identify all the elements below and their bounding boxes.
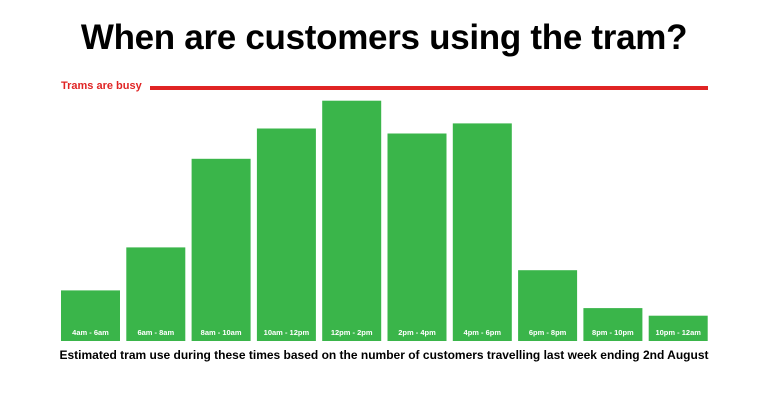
bar-label: 6pm - 8pm — [529, 328, 567, 337]
bar-label: 6am - 8am — [137, 328, 174, 337]
bar-2pm-4pm — [387, 133, 447, 341]
bar-10am-12pm — [256, 128, 316, 341]
bar-label: 10pm - 12am — [655, 328, 701, 337]
bar-label: 8pm - 10pm — [592, 328, 634, 337]
bar-label: 8am - 10am — [201, 328, 242, 337]
bar-8am-10am — [191, 158, 251, 341]
busy-threshold-line — [150, 86, 708, 90]
bar-label: 2pm - 4pm — [398, 328, 436, 337]
bar-label: 10am - 12pm — [264, 328, 310, 337]
bar-label: 12pm - 2pm — [331, 328, 373, 337]
bar-6am-8am — [126, 247, 186, 341]
chart-title: When are customers using the tram? — [80, 18, 688, 57]
busy-threshold-label: Trams are busy — [61, 80, 142, 92]
chart-caption: Estimated tram use during these times ba… — [59, 348, 709, 362]
bar-4pm-6pm — [452, 123, 512, 342]
bar-label: 4am - 6am — [72, 328, 109, 337]
bar-4am-6am — [61, 290, 120, 341]
bar-12pm-2pm — [322, 100, 382, 341]
bar-label: 4pm - 6pm — [464, 328, 502, 337]
bar-10pm-12am — [648, 315, 708, 341]
bar-6pm-8pm — [518, 270, 578, 341]
bar-8pm-10pm — [583, 308, 643, 341]
